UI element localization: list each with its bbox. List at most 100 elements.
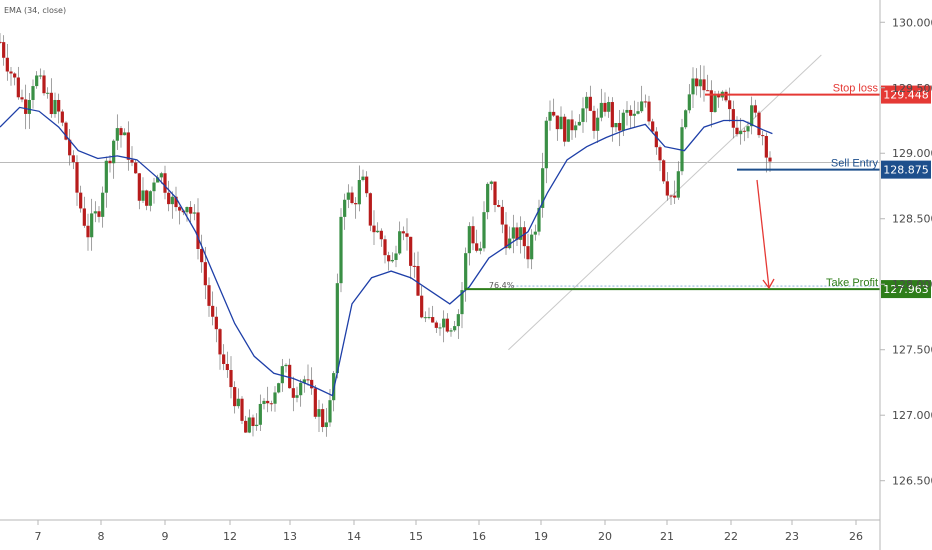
candle-body — [431, 317, 435, 323]
candle-body — [574, 125, 578, 131]
candle-body — [445, 318, 449, 332]
candle-body — [709, 90, 713, 113]
candle-body — [145, 190, 149, 206]
candle-body — [49, 92, 53, 115]
candle-body — [163, 173, 167, 193]
candle-body — [761, 135, 765, 137]
candle-body — [702, 79, 706, 91]
candle-body — [0, 41, 2, 43]
candle-body — [9, 71, 13, 74]
candle-body — [361, 176, 365, 181]
candle-body — [82, 208, 86, 226]
candle-body — [75, 162, 79, 193]
candle-body — [31, 86, 35, 100]
candle-body — [218, 329, 222, 355]
y-tick-label: 129.500 — [892, 82, 932, 95]
candle-body — [368, 193, 372, 226]
candle-body — [357, 180, 361, 205]
candle-body — [35, 75, 39, 87]
candle-body — [313, 388, 317, 417]
candle-body — [460, 290, 464, 315]
candle-body — [167, 192, 171, 205]
candle-body — [585, 96, 589, 109]
candle-body — [427, 317, 431, 319]
candle-body — [456, 314, 460, 327]
candle-body — [643, 101, 647, 103]
candle-body — [731, 109, 735, 128]
candle-body — [339, 216, 343, 284]
candle-body — [687, 94, 691, 111]
y-axis: 130.000 129.500 129.000 128.500 128.000 127.5… — [880, 16, 932, 488]
candle-body — [434, 322, 438, 328]
candle-body — [108, 160, 112, 164]
candle-body — [420, 295, 424, 318]
candle-body — [346, 192, 350, 200]
candle-body — [676, 171, 680, 198]
candle-body — [302, 379, 306, 383]
indicator-label: EMA (34, close) — [4, 6, 66, 15]
candle-body — [596, 117, 600, 131]
candle-body — [64, 122, 68, 140]
candle-body — [387, 255, 391, 262]
candle-body — [522, 227, 526, 247]
candle-body — [739, 130, 743, 135]
candle-body — [119, 128, 123, 136]
x-tick-label: 12 — [223, 530, 237, 543]
plot-area — [0, 33, 773, 437]
candle-body — [581, 108, 585, 122]
candle-body — [570, 119, 574, 131]
candle-body — [636, 111, 640, 114]
candle-body — [471, 226, 475, 244]
candle-body — [365, 176, 369, 194]
candle-body — [588, 96, 592, 111]
candle-body — [390, 259, 394, 262]
candle-body — [53, 99, 57, 115]
candle-body — [2, 42, 6, 58]
candle-body — [299, 382, 303, 396]
candle-body — [200, 248, 204, 263]
arrow-head — [762, 278, 775, 290]
candle-body — [438, 327, 442, 329]
candle-body — [203, 262, 207, 286]
candle-body — [625, 109, 629, 113]
candle-body — [225, 363, 229, 371]
candle-body — [42, 75, 46, 94]
candle-body — [511, 227, 515, 239]
candle-body — [541, 168, 545, 208]
x-tick-label: 9 — [162, 530, 169, 543]
candle-body — [383, 239, 387, 256]
candle-body — [669, 195, 673, 197]
candle-body — [658, 147, 662, 161]
candle-body — [236, 398, 240, 407]
candle-body — [295, 395, 299, 398]
candle-body — [449, 330, 453, 332]
candle-body — [735, 127, 739, 135]
fib-label: 76.4% — [489, 281, 515, 290]
overlays: 76.4% Stop loss 129.448 Sell Entry 128.875 Ta… — [465, 83, 931, 299]
candle-body — [409, 236, 413, 266]
candle-body — [46, 92, 50, 94]
candle-body — [262, 400, 266, 404]
candle-body — [214, 316, 218, 330]
candle-body — [280, 366, 284, 384]
candle-body — [746, 126, 750, 132]
candle-body — [486, 183, 490, 213]
y-tick-label: 127.000 — [892, 409, 932, 422]
candle-body — [599, 102, 603, 118]
candle-body — [354, 203, 358, 205]
candle-body — [757, 112, 761, 136]
candle-body — [695, 78, 699, 87]
candle-body — [240, 398, 244, 421]
candle-body — [229, 370, 233, 388]
candle-body — [673, 195, 677, 198]
candle-body — [728, 100, 732, 110]
candle-body — [559, 116, 563, 130]
x-tick-label: 26 — [849, 530, 863, 543]
candle-body — [13, 73, 17, 78]
candle-body — [405, 233, 409, 237]
candle-body — [464, 253, 468, 291]
candle-body — [618, 122, 622, 131]
candle-body — [101, 192, 105, 217]
candle-body — [467, 226, 471, 254]
